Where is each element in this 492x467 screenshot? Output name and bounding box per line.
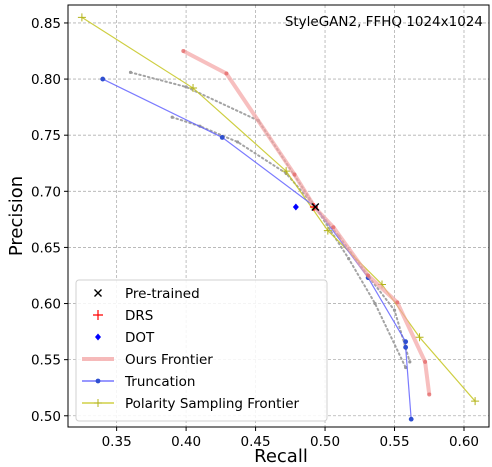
y-tick-label: 0.60 bbox=[31, 297, 61, 313]
x-tick-label: 0.60 bbox=[449, 434, 479, 450]
gray-curve-point bbox=[235, 140, 240, 144]
y-tick-label: 0.65 bbox=[31, 240, 61, 256]
ours-frontier-point bbox=[224, 71, 229, 76]
gray-curve-point bbox=[373, 301, 377, 306]
legend-label-truncation: Truncation bbox=[124, 374, 195, 390]
ours-frontier-point bbox=[331, 225, 336, 230]
gray-curve-point bbox=[392, 308, 397, 312]
polarity-frontier-point bbox=[282, 167, 291, 176]
polarity-frontier-point bbox=[189, 84, 198, 93]
legend-box bbox=[75, 279, 328, 422]
pretrained-point bbox=[311, 203, 320, 212]
legend-label-dot: DOT bbox=[125, 330, 155, 346]
truncation-point bbox=[219, 135, 225, 140]
legend-polarity-marker bbox=[94, 399, 102, 407]
chart-annotation: StyleGAN2, FFHQ 1024x1024 bbox=[285, 14, 483, 30]
axis-ticks: 0.35 0.40 0.45 0.50 0.55 0.60 0.50 0.55 0.60 0.65… bbox=[31, 16, 479, 450]
polarity-frontier-point bbox=[77, 13, 86, 22]
truncation-point bbox=[408, 416, 414, 422]
legend-label-drs: DRS bbox=[125, 308, 153, 324]
ours-frontier-point bbox=[423, 359, 428, 364]
legend-drs-marker bbox=[93, 310, 103, 320]
y-tick-label: 0.50 bbox=[31, 409, 61, 425]
legend-label-polarity: Polarity Sampling Frontier bbox=[125, 396, 299, 412]
ours-frontier-point bbox=[181, 49, 186, 54]
legend-dot-marker bbox=[95, 333, 101, 341]
ours-frontier-point bbox=[395, 300, 400, 305]
plot-series bbox=[77, 13, 480, 422]
x-tick-label: 0.45 bbox=[241, 434, 271, 450]
legend-label-pretrained: Pre-trained bbox=[125, 286, 200, 302]
truncation-point bbox=[100, 76, 106, 82]
y-tick-label: 0.70 bbox=[31, 184, 61, 200]
x-tick-label: 0.35 bbox=[102, 434, 132, 450]
y-tick-label: 0.85 bbox=[31, 16, 61, 32]
plot-frame bbox=[67, 4, 490, 428]
polarity-frontier-point bbox=[415, 333, 424, 342]
y-tick-label: 0.75 bbox=[31, 128, 61, 144]
legend: Pre-trained DRS DOT Ours Frontier Truncation… bbox=[75, 279, 328, 422]
gray-curve-point bbox=[404, 365, 408, 370]
gray-curve-point bbox=[128, 70, 133, 74]
x-tick-label: 0.40 bbox=[171, 434, 201, 450]
gray-curve-point bbox=[170, 115, 174, 119]
polarity-frontier-point bbox=[471, 397, 480, 406]
gray-curve-point bbox=[347, 257, 351, 261]
legend-pretrained-marker bbox=[94, 289, 102, 297]
x-tick-label: 0.50 bbox=[310, 434, 340, 450]
gray-curve-point bbox=[184, 85, 188, 89]
truncation-point bbox=[403, 339, 409, 345]
ours-frontier-point bbox=[292, 172, 297, 177]
x-axis-title: Recall bbox=[254, 446, 308, 467]
y-tick-label: 0.80 bbox=[31, 72, 61, 88]
dot-point bbox=[292, 203, 299, 211]
legend-truncation-marker bbox=[95, 378, 101, 384]
truncation-point bbox=[403, 344, 409, 350]
ours-frontier-point bbox=[366, 273, 371, 278]
x-tick-label: 0.55 bbox=[379, 434, 409, 450]
drs-point bbox=[309, 203, 318, 212]
polarity-frontier-point bbox=[323, 226, 332, 235]
legend-label-ours: Ours Frontier bbox=[125, 352, 213, 368]
y-tick-label: 0.55 bbox=[31, 353, 61, 369]
ours-frontier-point bbox=[427, 392, 432, 397]
gray-curve-point bbox=[408, 360, 412, 364]
y-axis-title: Precision bbox=[6, 176, 27, 256]
